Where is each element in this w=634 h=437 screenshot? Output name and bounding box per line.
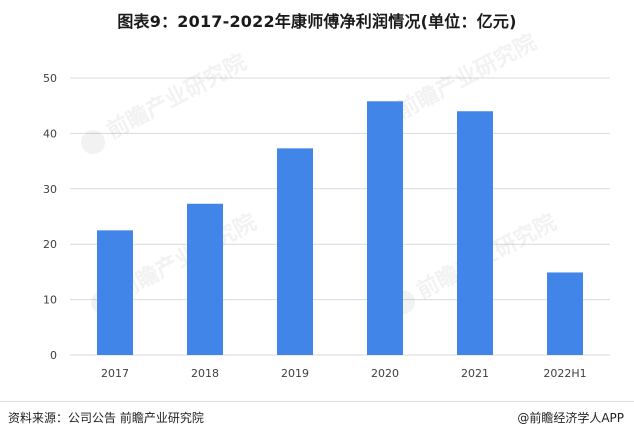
y-tick-label: 10 (43, 294, 57, 307)
watermark: 前瞻产业研究院 (81, 49, 251, 155)
y-axis-tick-labels: 0 10 20 30 40 50 (43, 72, 57, 362)
x-tick-label: 2022H1 (543, 367, 586, 380)
y-tick-label: 20 (43, 238, 57, 251)
watermark-text: 前瞻产业研究院 (102, 49, 250, 144)
brand-credit: @前瞻经济学人APP (517, 411, 624, 425)
x-tick-label: 2021 (461, 367, 489, 380)
x-tick-label: 2017 (101, 367, 129, 380)
footer: 资料来源：公司公告 前瞻产业研究院 @前瞻经济学人APP (0, 401, 634, 437)
x-tick-label: 2018 (191, 367, 219, 380)
y-tick-label: 30 (43, 183, 57, 196)
bars (97, 101, 583, 356)
bar-2018 (187, 203, 223, 355)
watermark-text: 前瞻产业研究院 (112, 209, 260, 304)
x-tick-label: 2020 (371, 367, 399, 380)
chart-title: 图表9：2017-2022年康师傅净利润情况(单位：亿元) (117, 12, 517, 31)
y-tick-label: 0 (50, 349, 57, 362)
bar-2019 (277, 148, 313, 355)
bar-2021 (457, 111, 493, 356)
x-axis-tick-labels: 2017 2018 2019 2020 2021 2022H1 (101, 367, 587, 380)
bar-2022H1 (547, 272, 583, 355)
qianzhan-logo-icon (81, 130, 106, 155)
watermark-text: 前瞻产业研究院 (392, 29, 540, 124)
bar-2017 (97, 230, 133, 355)
y-tick-label: 40 (43, 127, 57, 140)
source-note: 资料来源：公司公告 前瞻产业研究院 (8, 411, 204, 425)
bar-2020 (367, 101, 403, 355)
gridlines (70, 77, 610, 356)
y-tick-label: 50 (43, 72, 57, 85)
x-tick-label: 2019 (281, 367, 309, 380)
